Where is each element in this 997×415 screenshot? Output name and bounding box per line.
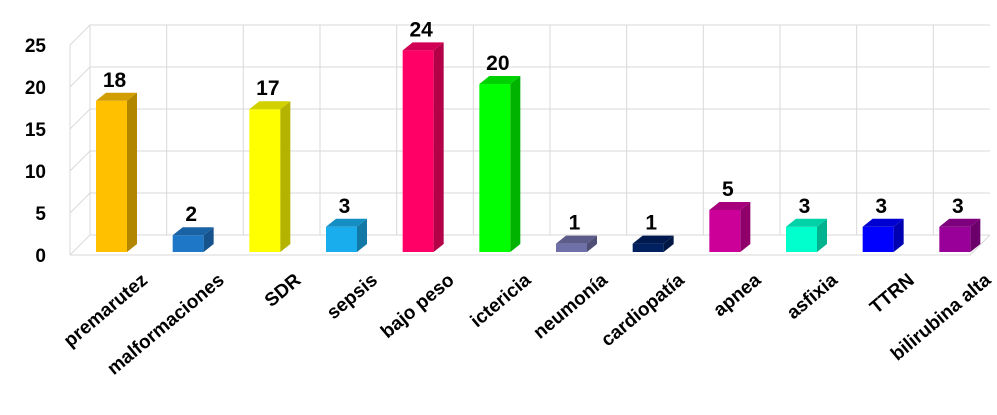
data-label: 20 [486,52,509,75]
data-label: 1 [645,212,657,235]
category-label: asfixia [783,269,842,323]
gridline [69,192,990,214]
gridline [69,66,990,88]
data-label: 3 [875,195,887,218]
y-tick-label: 10 [25,162,46,183]
bar [556,235,597,252]
bar [326,218,367,252]
y-tick-label: 25 [25,36,47,57]
data-label: 3 [799,195,811,218]
bar [786,218,827,252]
bar [862,218,904,252]
bar [402,42,444,253]
bar [172,227,214,252]
bar [479,76,521,252]
y-axis: 0 5 10 15 20 25 [25,36,47,267]
data-label: 5 [722,178,734,201]
bar [249,101,291,252]
bar [709,202,751,252]
data-label: 2 [185,203,197,226]
category-label: SDR [261,270,305,312]
category-label: cardiopatía [597,269,688,351]
floor-edge [70,234,991,256]
category-label: TTRN [866,270,918,319]
y-tick-label: 20 [25,78,46,99]
data-label: 3 [339,195,351,218]
data-label: 24 [409,18,433,41]
bar [939,218,981,252]
data-label: 18 [103,69,127,92]
y-tick-label: 5 [35,204,46,225]
category-label: sepsis [323,270,382,324]
gridlines [69,24,991,256]
bar [96,92,137,252]
gridline [69,108,990,130]
data-label: 1 [569,212,581,235]
data-label: 17 [256,77,279,100]
category-label: apnea [710,269,766,321]
data-label: 3 [952,195,964,218]
y-tick-label: 15 [25,120,47,141]
category-label: ictericia [467,269,536,332]
data-labels: 18 2 17 3 24 20 1 1 5 3 3 3 [103,18,964,234]
gridline [69,24,990,46]
bar [632,235,674,252]
category-label: bajo peso [377,270,458,343]
bars [96,42,981,253]
gridline [69,150,990,172]
y-tick-label: 0 [35,246,46,267]
